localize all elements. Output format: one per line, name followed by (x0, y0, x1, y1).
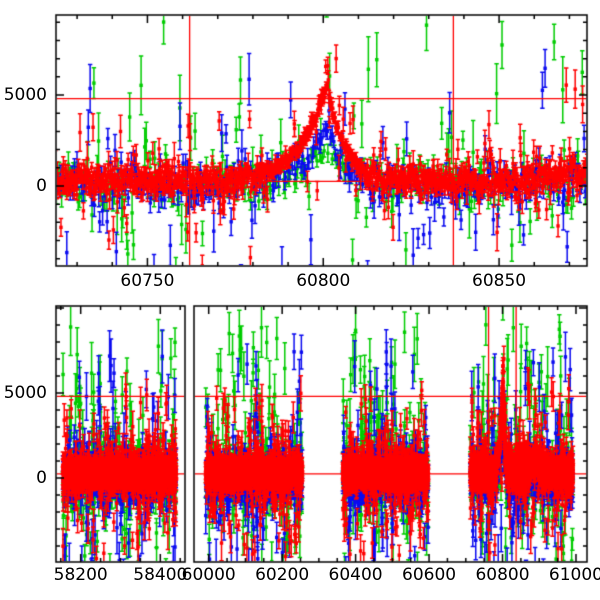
x-axis-tick-label: 60800 (296, 271, 351, 291)
y-axis-tick-label: 5000 (3, 85, 47, 106)
y-axis-tick-label: 0 (36, 468, 47, 489)
x-axis-tick-label: 60750 (120, 271, 175, 291)
x-axis-tick-label: 61000 (548, 565, 600, 585)
y-axis-tick-label: 0 (36, 175, 47, 196)
x-axis-tick-label: 60400 (328, 565, 383, 585)
x-axis-tick-label: 60800 (475, 565, 530, 585)
x-axis-tick-label: 58200 (53, 565, 108, 585)
x-axis-tick-label: 60200 (255, 565, 310, 585)
x-axis-tick-label: 60000 (181, 565, 236, 585)
y-axis-tick-label: 5000 (3, 383, 47, 404)
x-axis-tick-label: 60600 (402, 565, 457, 585)
x-axis-tick-label: 58400 (133, 565, 188, 585)
x-axis-tick-label: 60850 (472, 271, 527, 291)
